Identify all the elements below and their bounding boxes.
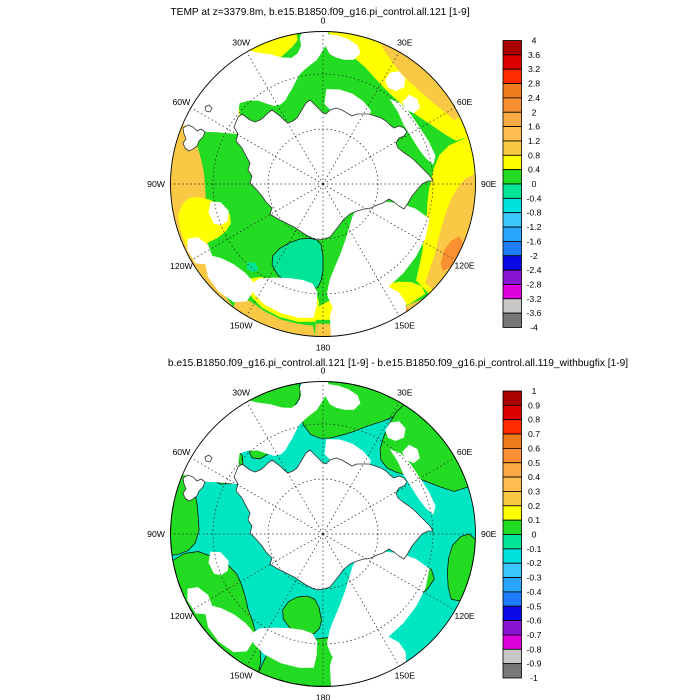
svg-text:0.9: 0.9	[528, 400, 540, 410]
svg-text:-3.2: -3.2	[527, 294, 542, 304]
svg-text:0.8: 0.8	[528, 415, 540, 425]
svg-text:0: 0	[321, 366, 326, 376]
svg-text:-0.8: -0.8	[527, 208, 542, 218]
svg-text:3.6: 3.6	[528, 50, 540, 60]
svg-text:-0.4: -0.4	[527, 587, 542, 597]
svg-text:1: 1	[532, 386, 537, 396]
svg-text:150E: 150E	[395, 321, 415, 331]
svg-text:1.2: 1.2	[528, 136, 540, 146]
svg-text:-0.7: -0.7	[527, 630, 542, 640]
svg-text:b.e15.B1850.f09_g16.pi_control: b.e15.B1850.f09_g16.pi_control.all.121 […	[168, 358, 628, 369]
svg-text:90E: 90E	[481, 179, 497, 189]
svg-text:0.2: 0.2	[528, 501, 540, 511]
svg-text:120E: 120E	[454, 611, 474, 621]
svg-text:-4: -4	[530, 323, 538, 333]
svg-text:-3.6: -3.6	[527, 308, 542, 318]
svg-text:0.4: 0.4	[528, 472, 540, 482]
svg-text:-0.9: -0.9	[527, 659, 542, 669]
svg-text:90E: 90E	[481, 529, 497, 539]
svg-text:90W: 90W	[147, 529, 166, 539]
svg-text:-1: -1	[530, 673, 538, 683]
svg-text:2.4: 2.4	[528, 93, 540, 103]
svg-text:60E: 60E	[457, 97, 473, 107]
svg-text:-2.4: -2.4	[527, 265, 542, 275]
svg-text:-0.4: -0.4	[527, 193, 542, 203]
svg-text:-0.2: -0.2	[527, 558, 542, 568]
svg-text:-0.5: -0.5	[527, 601, 542, 611]
svg-text:120E: 120E	[454, 261, 474, 271]
svg-text:0.3: 0.3	[528, 486, 540, 496]
svg-text:60E: 60E	[457, 447, 473, 457]
svg-text:0: 0	[532, 530, 537, 540]
svg-text:30W: 30W	[232, 37, 251, 47]
svg-text:180: 180	[316, 693, 331, 700]
svg-text:2: 2	[532, 107, 537, 117]
svg-text:0.8: 0.8	[528, 150, 540, 160]
svg-text:-2.8: -2.8	[527, 279, 542, 289]
svg-text:120W: 120W	[170, 611, 193, 621]
svg-text:120W: 120W	[170, 261, 193, 271]
svg-text:2.8: 2.8	[528, 79, 540, 89]
svg-text:30E: 30E	[397, 37, 413, 47]
svg-text:30E: 30E	[397, 387, 413, 397]
svg-text:-0.6: -0.6	[527, 616, 542, 626]
svg-text:-0.1: -0.1	[527, 544, 542, 554]
svg-text:1.6: 1.6	[528, 122, 540, 132]
svg-text:-2: -2	[530, 251, 538, 261]
svg-text:-0.8: -0.8	[527, 644, 542, 654]
svg-text:180: 180	[316, 343, 331, 353]
svg-text:-0.3: -0.3	[527, 573, 542, 583]
svg-text:0: 0	[321, 16, 326, 26]
svg-text:150W: 150W	[230, 321, 253, 331]
svg-text:0.7: 0.7	[528, 429, 540, 439]
svg-text:3.2: 3.2	[528, 64, 540, 74]
svg-text:-1.6: -1.6	[527, 236, 542, 246]
svg-text:0.5: 0.5	[528, 458, 540, 468]
svg-text:TEMP at z=3379.8m, b.e15.B1850: TEMP at z=3379.8m, b.e15.B1850.f09_g16.p…	[170, 7, 469, 18]
svg-text:4: 4	[532, 36, 537, 46]
svg-text:30W: 30W	[232, 387, 251, 397]
svg-text:60W: 60W	[172, 97, 191, 107]
svg-text:-1.2: -1.2	[527, 222, 542, 232]
svg-text:150E: 150E	[395, 671, 415, 681]
svg-text:150W: 150W	[230, 671, 253, 681]
svg-text:0.4: 0.4	[528, 165, 540, 175]
svg-text:90W: 90W	[147, 179, 166, 189]
svg-text:0.1: 0.1	[528, 515, 540, 525]
svg-text:60W: 60W	[172, 447, 191, 457]
svg-text:0.6: 0.6	[528, 443, 540, 453]
svg-text:0: 0	[532, 179, 537, 189]
